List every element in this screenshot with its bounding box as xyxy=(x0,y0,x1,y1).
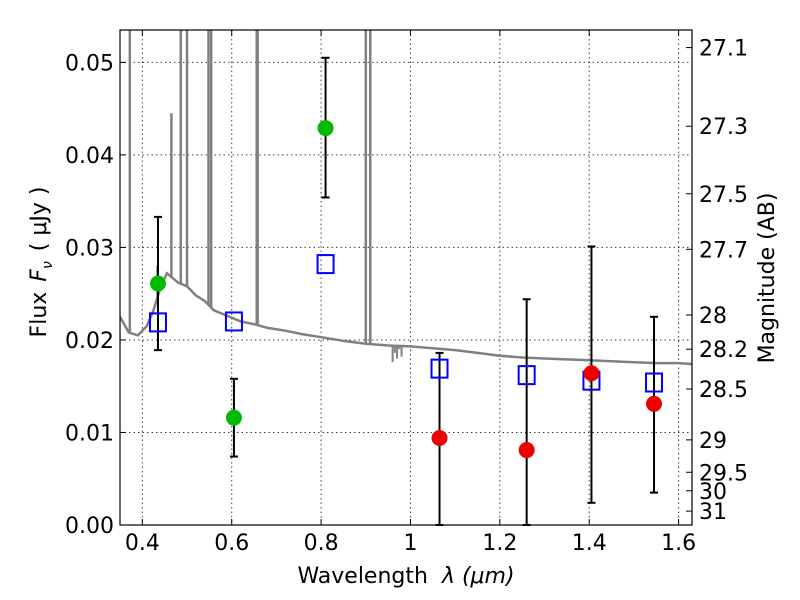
y2-tick-label: 28.2 xyxy=(699,338,748,363)
x-axis-label: Wavelength λ (μm) xyxy=(297,564,514,589)
non-detection-point xyxy=(646,395,663,412)
y-tick-label: 0.02 xyxy=(65,329,114,354)
y2-tick-label: 28 xyxy=(699,304,727,329)
y2-tick-label: 28.5 xyxy=(699,378,748,403)
x-tick-label: 0.8 xyxy=(304,531,339,556)
detection-point xyxy=(149,275,166,292)
x-tick-label: 0.6 xyxy=(214,531,249,556)
spectrum-layer xyxy=(120,30,692,366)
non-detection-point xyxy=(518,442,535,459)
x-tick-label: 1.6 xyxy=(661,531,696,556)
y-tick-label: 0.00 xyxy=(65,514,114,539)
y2-tick-label: 27.1 xyxy=(699,37,748,62)
y2-tick-label: 27.7 xyxy=(699,238,748,263)
model-photometry-square xyxy=(316,254,335,275)
spectrum-group xyxy=(120,30,692,366)
y2-tick-label: 30 xyxy=(699,480,727,505)
detection-point xyxy=(225,409,242,426)
y-axis-ticks: 0.00 0.01 0.02 0.03 0.04 0.05 xyxy=(65,51,126,539)
grid-lines xyxy=(120,30,692,526)
x-tick-label: 1.2 xyxy=(482,531,517,556)
model-photometry-square xyxy=(645,372,664,393)
non-detection-point xyxy=(431,430,448,447)
y-tick-label: 0.05 xyxy=(65,51,114,76)
x-tick-label: 0.4 xyxy=(125,531,160,556)
plot-frame xyxy=(119,29,693,526)
model-photometry-square xyxy=(517,365,536,386)
x-axis-ticks: 0.4 0.6 0.8 1 1.2 1.4 1.6 xyxy=(125,30,696,556)
spectrum-line xyxy=(120,271,692,366)
y2-tick-label: 27.5 xyxy=(699,183,748,208)
y2-tick-label: 31 xyxy=(699,500,727,525)
model-photometry-square xyxy=(224,311,243,332)
non-detection-point xyxy=(583,365,600,382)
y2-axis-label: Magnitude (AB) xyxy=(755,193,780,364)
model-photometry-layer xyxy=(148,254,664,393)
y-axis-label: FluxFν( μJy ) xyxy=(27,187,56,338)
y-tick-label: 0.03 xyxy=(65,236,114,261)
x-tick-label: 1 xyxy=(403,531,417,556)
model-photometry-square xyxy=(148,312,167,333)
error-bar-layer xyxy=(153,56,659,526)
y2-tick-label: 29.5 xyxy=(699,461,748,486)
y-tick-label: 0.01 xyxy=(65,421,114,446)
model-photometry-square xyxy=(430,358,449,379)
y2-tick-label: 29 xyxy=(699,429,727,454)
x-tick-label: 1.4 xyxy=(572,531,607,556)
observed-points-layer xyxy=(149,120,663,459)
y2-tick-label: 27.3 xyxy=(699,115,748,140)
y-tick-label: 0.04 xyxy=(65,144,114,169)
detection-point xyxy=(317,120,334,137)
